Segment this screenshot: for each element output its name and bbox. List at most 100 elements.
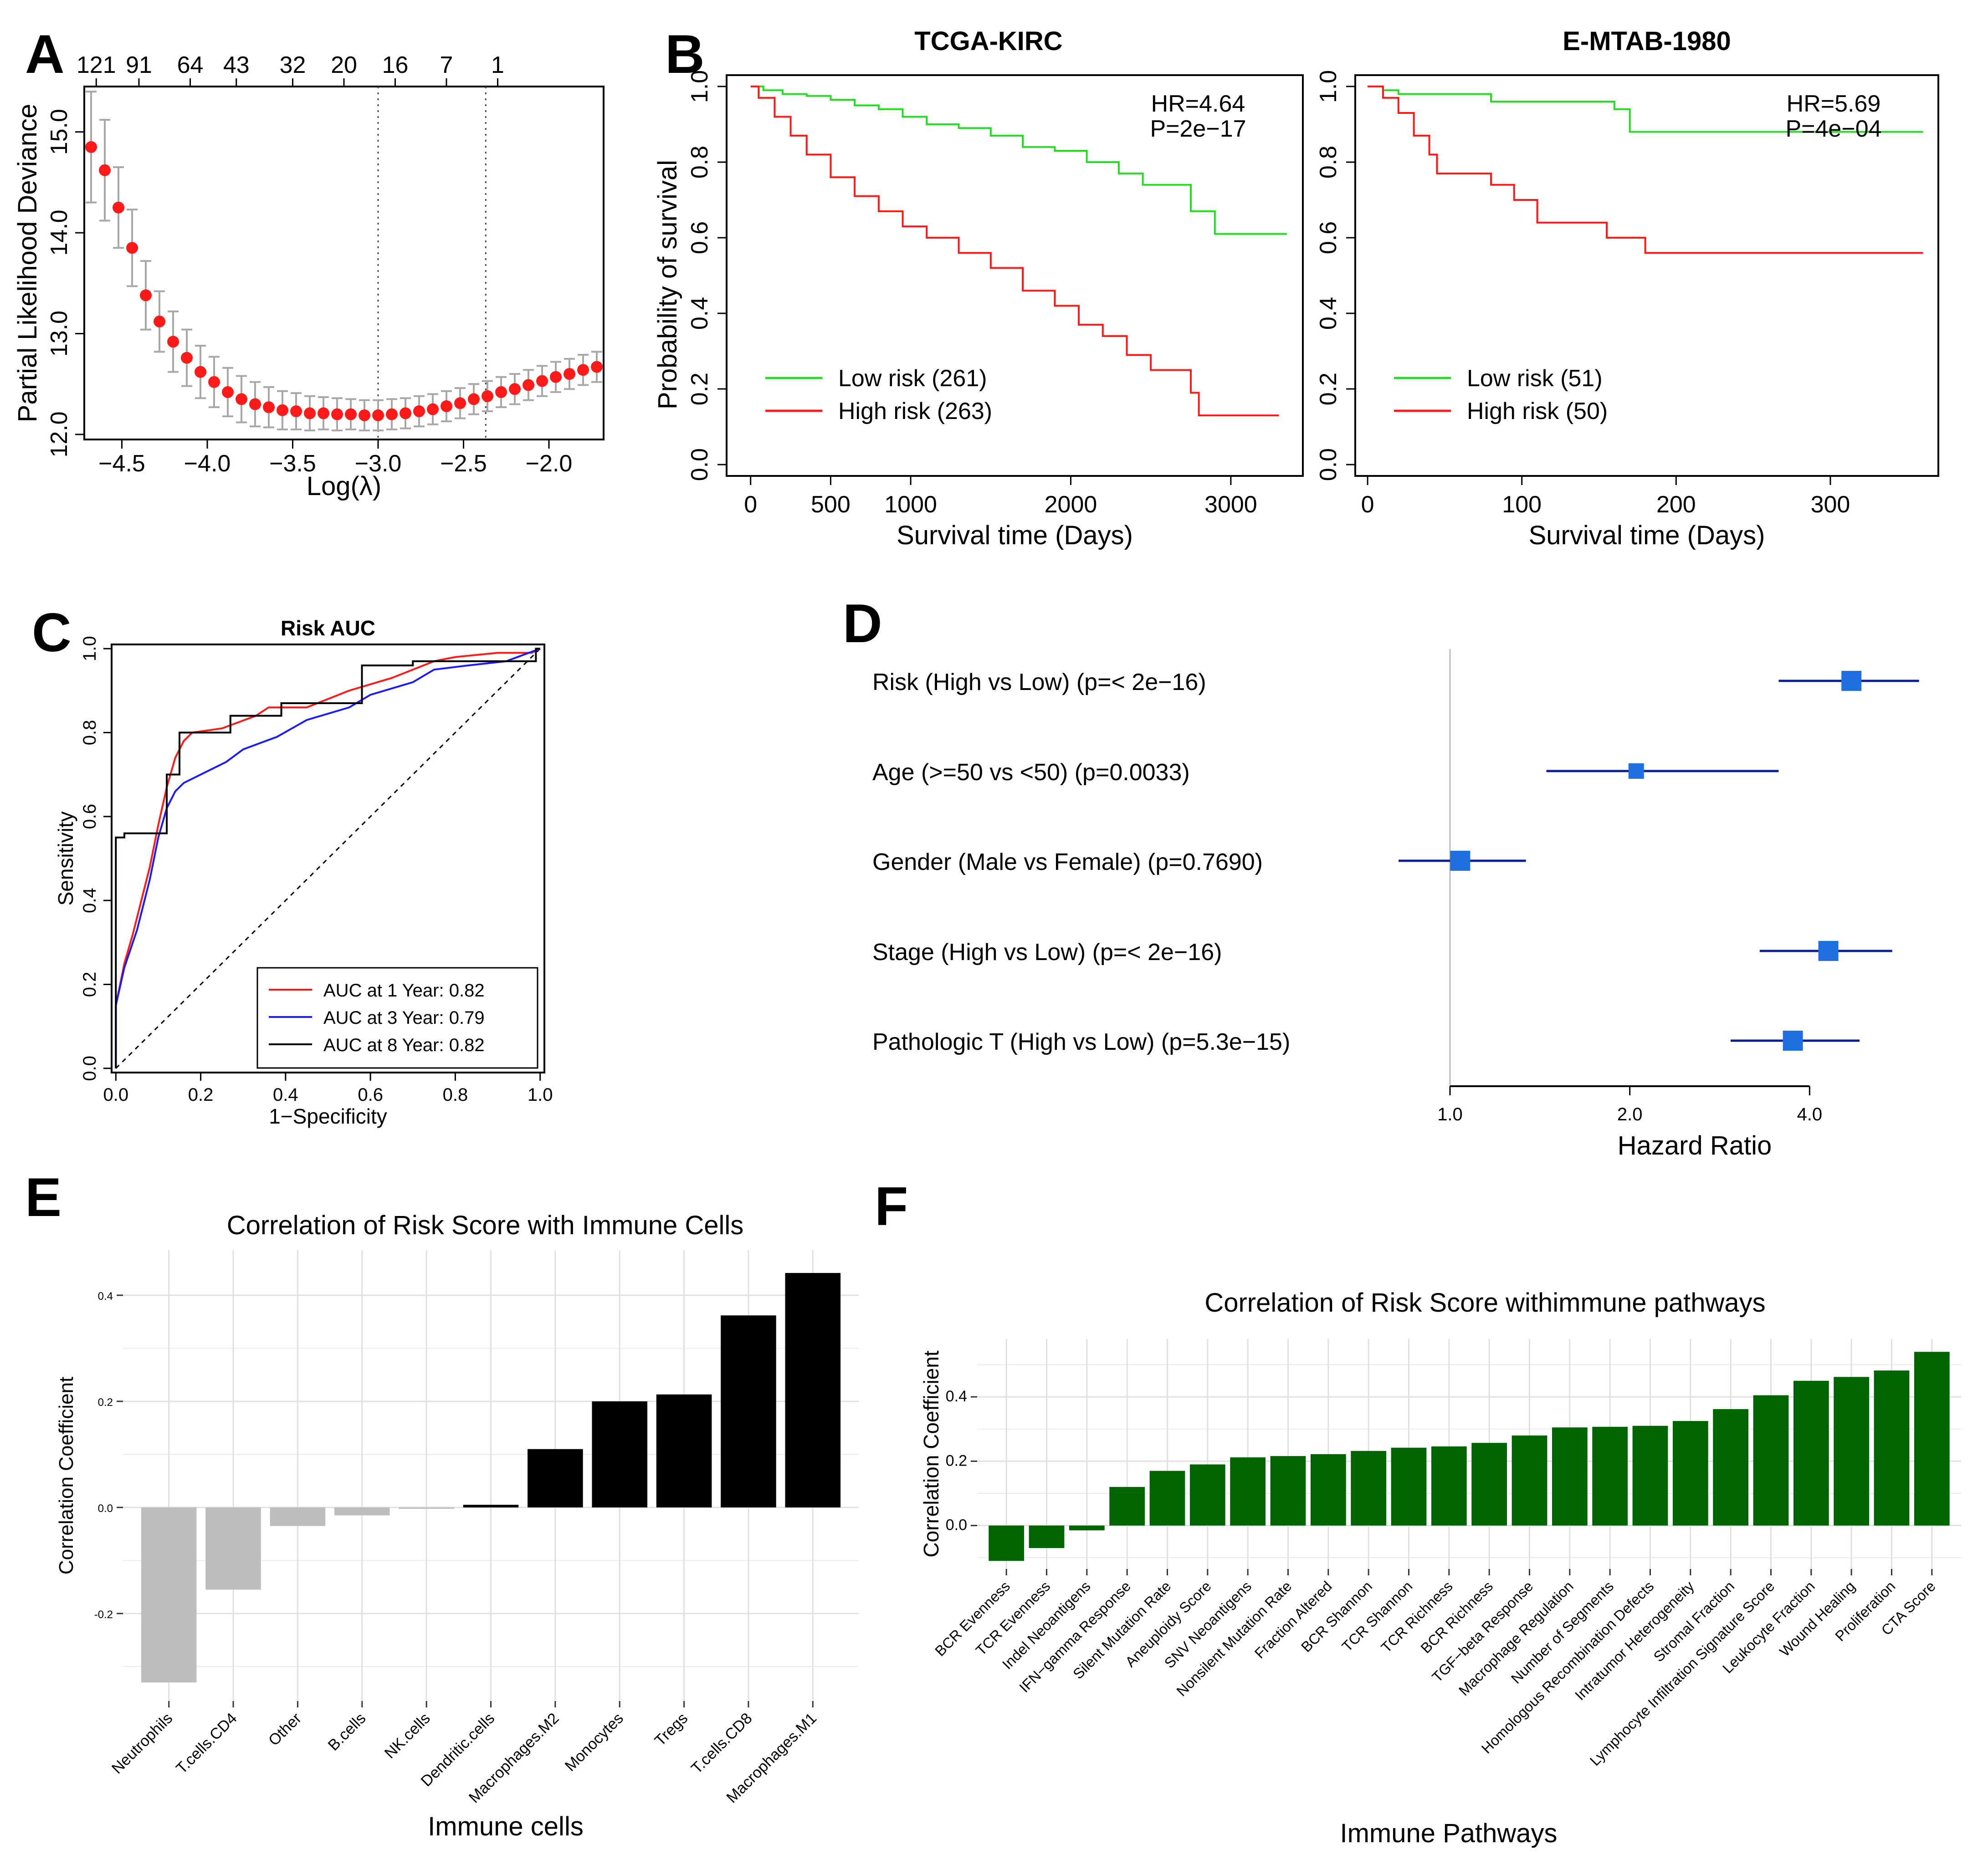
y-axis-title: Correlation Coefficient xyxy=(55,1377,77,1575)
x-tick-label: 3000 xyxy=(1204,491,1257,518)
deviance-point xyxy=(372,409,384,421)
x-tick-label: 1.0 xyxy=(528,1085,553,1105)
x-tick-label: −3.0 xyxy=(355,450,402,477)
deviance-point xyxy=(140,289,152,301)
y-tick-label: 0.0 xyxy=(80,1056,100,1081)
y-tick-label: 0.2 xyxy=(1315,373,1342,405)
legend-label: AUC at 8 Year: 0.82 xyxy=(323,1035,485,1055)
bar xyxy=(1834,1377,1870,1526)
y-tick-label: 0.2 xyxy=(687,373,713,405)
bar xyxy=(270,1507,326,1526)
y-tick-label: 0.4 xyxy=(946,1388,967,1405)
bar xyxy=(1069,1525,1105,1531)
bar xyxy=(1592,1426,1628,1526)
legend-label: High risk (263) xyxy=(838,398,992,424)
deviance-point xyxy=(154,315,165,327)
forest-row-label: Stage (High vs Low) (p=< 2e−16) xyxy=(872,939,1222,966)
y-tick-label: 0.6 xyxy=(80,804,100,829)
plot-title: Risk AUC xyxy=(281,616,375,640)
y-tick-label: 0.0 xyxy=(687,448,713,481)
bar xyxy=(1753,1395,1789,1526)
deviance-point xyxy=(454,397,466,409)
panel-letter-a: A xyxy=(25,24,65,85)
roc-curve-8-year xyxy=(115,648,540,1068)
bar xyxy=(1914,1352,1950,1526)
x-tick-label: Tregs xyxy=(651,1710,691,1749)
x-tick-label: Monocytes xyxy=(562,1710,627,1775)
top-axis-label: 7 xyxy=(440,52,453,78)
x-tick-label: T.cells.CD8 xyxy=(688,1710,755,1777)
deviance-point xyxy=(468,393,480,405)
x-tick-label: 0.0 xyxy=(103,1085,129,1105)
bar xyxy=(1632,1426,1668,1526)
y-tick-label: 0.4 xyxy=(98,1290,113,1303)
legend-label: Low risk (261) xyxy=(838,365,987,392)
deviance-point xyxy=(386,408,398,420)
plot-title: Correlation of Risk Score with Immune Ce… xyxy=(227,1211,744,1240)
x-tick-label: −2.5 xyxy=(440,450,487,477)
forest-row-label: Age (>=50 vs <50) (p=0.0033) xyxy=(872,759,1190,786)
y-axis-title: Sensitivity xyxy=(54,811,77,905)
bar xyxy=(1391,1447,1427,1526)
deviance-point xyxy=(550,371,562,383)
bar xyxy=(989,1525,1025,1561)
y-tick-label: 0.8 xyxy=(80,720,100,746)
x-tick-label: −4.0 xyxy=(184,450,231,477)
deviance-point xyxy=(208,376,220,388)
p-value-annotation: P=4e−04 xyxy=(1785,116,1881,142)
x-axis-title: Immune cells xyxy=(428,1812,584,1841)
x-tick-label: Neutrophils xyxy=(108,1710,176,1777)
bar xyxy=(1310,1454,1346,1526)
deviance-point xyxy=(263,401,275,414)
bar xyxy=(463,1505,519,1507)
forest-row-label: Gender (Male vs Female) (p=0.7690) xyxy=(872,849,1263,875)
deviance-point xyxy=(99,164,111,176)
x-tick-label: 0 xyxy=(1361,491,1374,518)
bar xyxy=(1431,1446,1467,1526)
bar xyxy=(1029,1525,1065,1548)
plot-frame xyxy=(726,74,1304,477)
x-tick-label: 0.8 xyxy=(443,1085,468,1105)
panel-a-cv-deviance-plot: −4.5 −4.0 −3.5 −3.0 −2.5 −2.0 12.0 13.0 14.0 15.0… xyxy=(13,52,605,501)
bar xyxy=(1230,1457,1266,1526)
top-axis-label: 16 xyxy=(382,52,409,78)
plot-title: TCGA-KIRC xyxy=(914,26,1062,56)
y-tick-label: 0.6 xyxy=(687,221,713,254)
deviance-point xyxy=(331,408,343,420)
bar xyxy=(1874,1370,1910,1526)
roc-curve-1-year xyxy=(115,648,541,1068)
low-risk-curve xyxy=(750,85,1287,235)
y-tick-label: 0.2 xyxy=(98,1396,113,1409)
bar xyxy=(528,1449,583,1507)
deviance-point xyxy=(345,408,357,420)
bar xyxy=(1511,1435,1547,1526)
deviance-point xyxy=(195,366,206,378)
x-tick-label: −2.0 xyxy=(526,450,573,477)
deviance-point xyxy=(318,407,329,419)
y-tick-label: 0.4 xyxy=(687,297,713,330)
bar xyxy=(1351,1451,1387,1526)
deviance-point xyxy=(523,379,534,391)
y-tick-label: 15.0 xyxy=(46,109,72,155)
x-tick-label: −4.5 xyxy=(98,450,145,477)
forest-row-label: Pathologic T (High vs Low) (p=5.3e−15) xyxy=(872,1029,1290,1055)
bar xyxy=(399,1507,454,1509)
deviance-point xyxy=(359,409,370,421)
panel-d-forest-plot: Risk (High vs Low) (p=< 2e−16) Age (>=50 … xyxy=(872,649,1919,1160)
top-axis-label: 43 xyxy=(223,52,250,78)
x-tick-label: 100 xyxy=(1502,491,1542,518)
x-axis-title: Immune Pathways xyxy=(1340,1819,1557,1848)
y-tick-label: 0.4 xyxy=(80,888,100,913)
panel-letter-d: D xyxy=(843,593,882,654)
hazard-ratio-marker xyxy=(1450,851,1471,871)
high-risk-curve xyxy=(750,85,1279,417)
x-tick-label: 300 xyxy=(1811,491,1850,518)
y-tick-label: 14.0 xyxy=(46,209,72,255)
y-axis-title: Probability of survival xyxy=(653,160,682,409)
deviance-point xyxy=(236,393,247,405)
x-tick-label: 200 xyxy=(1656,491,1696,518)
panel-letter-e: E xyxy=(25,1167,61,1228)
bar xyxy=(785,1273,841,1507)
x-tick-label: NK.cells xyxy=(381,1710,434,1762)
